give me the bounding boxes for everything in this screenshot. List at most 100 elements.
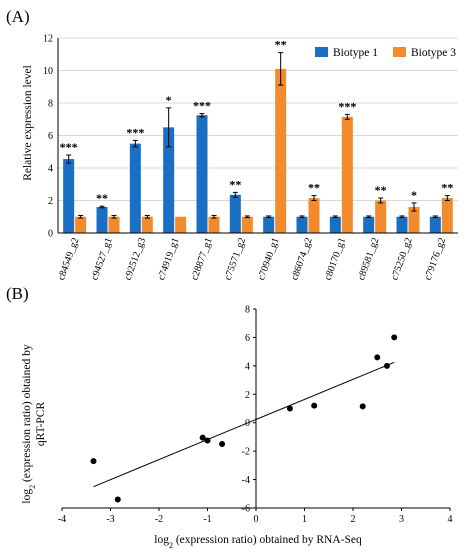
b-y-tick-label-2: 2 xyxy=(245,390,250,401)
b-x-tick-label-4: 4 xyxy=(448,514,453,525)
panel-b-y-axis-title-line-2: qRT-PCR xyxy=(35,402,47,447)
b-y-tick-label--6: -6 xyxy=(242,504,250,515)
significance-c75571_g2: ** xyxy=(229,177,241,191)
x-tick-label-c79176_g2: c79176_g2 xyxy=(423,236,449,282)
y-tick-label-8: 8 xyxy=(48,99,53,110)
x-tick-label-c75250_g2: c75250_g2 xyxy=(389,236,415,282)
bar-c94527_g1-series-1 xyxy=(108,216,120,233)
significance-c94527_g1: ** xyxy=(96,191,108,205)
legend-label-biotype-1: Biotype 1 xyxy=(333,47,378,59)
scatter-point-7 xyxy=(359,403,366,410)
bar-c89581_g2-series-0 xyxy=(363,216,375,233)
bar-c75571_g2-series-0 xyxy=(229,194,241,233)
b-y-tick-label-4: 4 xyxy=(245,361,250,372)
panel-b-y-ticks: -6 -4 -2 0 2 4 6 8 xyxy=(242,305,256,515)
scatter-point-9 xyxy=(383,362,390,369)
scatter-point-5 xyxy=(286,405,293,412)
scatter-point-10 xyxy=(391,334,398,341)
x-tick-label-c75571_g2: c75571_g2 xyxy=(223,236,249,282)
bar-c28877_g1-series-0 xyxy=(196,115,208,233)
b-x-tick-label--1: -1 xyxy=(203,514,211,525)
significance-c80170_g1: *** xyxy=(338,99,356,113)
scatter-point-4 xyxy=(219,441,226,448)
scatter-point-0 xyxy=(90,458,97,465)
bar-c75571_g2-series-1 xyxy=(241,216,253,233)
panel-b-y-axis-title-line-1: log2 (expression ratio) obtained by xyxy=(21,344,37,503)
significance-c75250_g2: * xyxy=(411,188,417,202)
b-x-tick-label--2: -2 xyxy=(155,514,163,525)
b-y-tick-label--4: -4 xyxy=(242,475,250,486)
bar-c84549_g2-series-1 xyxy=(75,216,87,233)
bar-c75250_g2-series-0 xyxy=(396,216,408,233)
bar-c80170_g1-series-0 xyxy=(329,216,341,233)
panel-b-x-ticks: -4 -3 -2 -1 0 1 2 3 4 xyxy=(58,508,453,525)
significance-c92512_g3: *** xyxy=(126,125,144,139)
panel-b-trendline xyxy=(93,361,395,488)
x-tick-label-c80170_g1: c80170_g1 xyxy=(323,236,349,282)
bar-c28877_g1-series-1 xyxy=(208,216,220,233)
significance-c74919_g1: * xyxy=(166,93,172,107)
panel-b-points xyxy=(90,334,398,503)
panel-a-bars xyxy=(63,68,453,233)
bar-c74919_g1-series-0 xyxy=(163,127,175,233)
b-y-tick-label-0: 0 xyxy=(245,418,250,429)
panel-a-y-axis-title: Relative expression level xyxy=(22,65,34,181)
bar-c70940_g1-series-0 xyxy=(263,216,275,233)
legend-swatch-biotype-1 xyxy=(315,47,328,57)
x-tick-label-c74919_g1: c74919_g1 xyxy=(156,236,182,282)
panel-a-x-tick-labels: c84549_g2 c94527_g1 c92512_g3 c74919_g1 c288… xyxy=(56,236,448,282)
scatter-point-1 xyxy=(114,496,121,503)
y-tick-label-10: 10 xyxy=(43,66,53,77)
panel-a-error-bars xyxy=(66,52,450,219)
bar-c89581_g2-series-1 xyxy=(375,200,387,233)
b-x-tick-label-3: 3 xyxy=(399,514,404,525)
panel-a-y-tick-labels: 0 2 4 6 8 10 12 xyxy=(43,34,53,240)
b-x-tick-label--4: -4 xyxy=(58,514,66,525)
bar-c79176_g2-series-0 xyxy=(429,216,441,233)
x-tick-label-c28877_g1: c28877_g1 xyxy=(189,236,215,282)
y-tick-label-4: 4 xyxy=(48,164,53,175)
scatter-point-3 xyxy=(204,437,211,444)
panel-a-significance-labels: ********* ************** *** xyxy=(60,38,454,206)
scatter-point-2 xyxy=(199,434,206,441)
significance-c79176_g2: ** xyxy=(441,181,453,195)
bar-c92512_g3-series-0 xyxy=(129,143,141,233)
x-tick-label-c89581_g2: c89581_g2 xyxy=(356,236,382,282)
bar-c70940_g1-series-1 xyxy=(275,68,287,233)
scatter-point-6 xyxy=(311,402,318,409)
x-tick-label-c94527_g1: c94527_g1 xyxy=(89,236,115,282)
y-tick-label-2: 2 xyxy=(48,196,53,207)
significance-c89581_g2: ** xyxy=(375,183,387,197)
legend-label-biotype-3: Biotype 3 xyxy=(411,47,456,59)
panel-b-x-axis-title: log2 (expression ratio) obtained by RNA-… xyxy=(154,534,362,550)
panel-b-label: (B) xyxy=(6,284,29,303)
b-y-tick-label-8: 8 xyxy=(245,305,250,316)
x-tick-label-c70940_g1: c70940_g1 xyxy=(256,236,282,282)
b-y-tick-label-6: 6 xyxy=(245,333,250,344)
y-tick-label-12: 12 xyxy=(43,34,53,45)
significance-c86074_g2: ** xyxy=(308,181,320,195)
x-tick-label-c86074_g2: c86074_g2 xyxy=(289,236,315,282)
significance-c84549_g2: *** xyxy=(60,140,78,154)
y-tick-label-6: 6 xyxy=(48,131,53,142)
panel-a-label: (A) xyxy=(6,7,30,26)
significance-c28877_g1: *** xyxy=(193,99,211,113)
bar-c92512_g3-series-1 xyxy=(141,216,153,233)
bar-c74919_g1-series-1 xyxy=(175,216,187,233)
b-x-tick-label-0: 0 xyxy=(254,514,259,525)
scatter-point-8 xyxy=(374,354,381,361)
x-tick-label-c92512_g3: c92512_g3 xyxy=(123,236,149,282)
bar-c80170_g1-series-1 xyxy=(341,116,353,233)
bar-c86074_g2-series-1 xyxy=(308,198,320,233)
b-y-tick-label--2: -2 xyxy=(242,447,250,458)
bar-c75250_g2-series-1 xyxy=(408,207,420,233)
b-x-tick-label-1: 1 xyxy=(302,514,307,525)
bar-c79176_g2-series-1 xyxy=(441,198,453,233)
b-x-tick-label--3: -3 xyxy=(106,514,114,525)
bar-c84549_g2-series-0 xyxy=(63,159,75,233)
legend-swatch-biotype-3 xyxy=(393,47,406,57)
panel-a-legend: Biotype 1 Biotype 3 xyxy=(315,47,456,59)
b-x-tick-label-2: 2 xyxy=(351,514,356,525)
